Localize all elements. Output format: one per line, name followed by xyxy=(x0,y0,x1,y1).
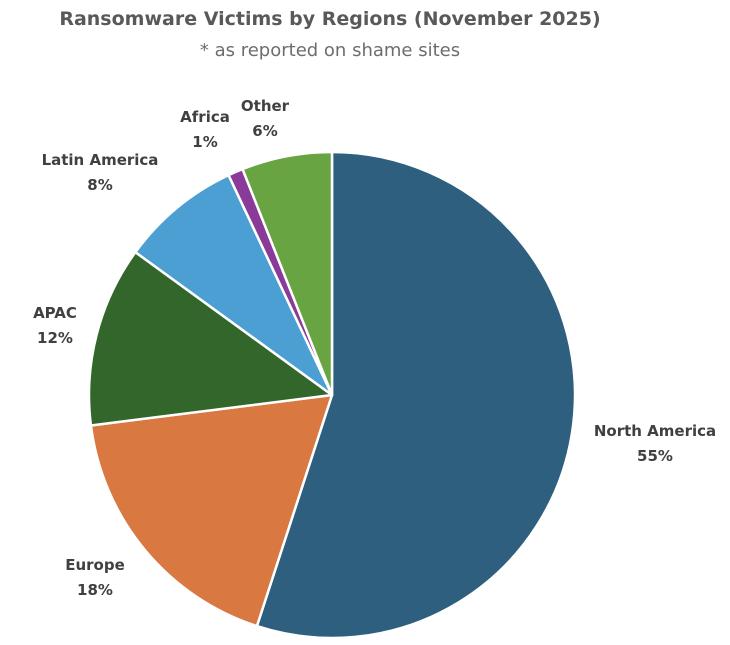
data-label-value-africa: 1% xyxy=(192,133,217,151)
pie-slice-other xyxy=(241,150,334,397)
pie-slice-latin-america xyxy=(134,173,334,397)
data-label-name-africa: Africa xyxy=(180,108,230,126)
data-label-value-apac: 12% xyxy=(37,329,73,347)
chart-subtitle: * as reported on shame sites xyxy=(199,40,461,61)
data-label-name-north-america: North America xyxy=(594,422,716,440)
data-label-value-other: 6% xyxy=(252,122,277,140)
data-label-value-north-america: 55% xyxy=(637,447,673,465)
data-label-name-apac: APAC xyxy=(33,304,77,322)
pie-slice-north-america xyxy=(255,150,577,640)
data-label-value-europe: 18% xyxy=(77,581,113,599)
data-label-name-europe: Europe xyxy=(65,556,125,574)
pie-slice-apac xyxy=(87,250,334,427)
chart-title: Ransomware Victims by Regions (November … xyxy=(59,8,601,30)
data-label-name-latin-america: Latin America xyxy=(42,151,159,169)
data-label-value-latin-america: 8% xyxy=(87,176,112,194)
pie-slice-europe xyxy=(89,393,334,628)
data-label-name-other: Other xyxy=(241,97,290,115)
